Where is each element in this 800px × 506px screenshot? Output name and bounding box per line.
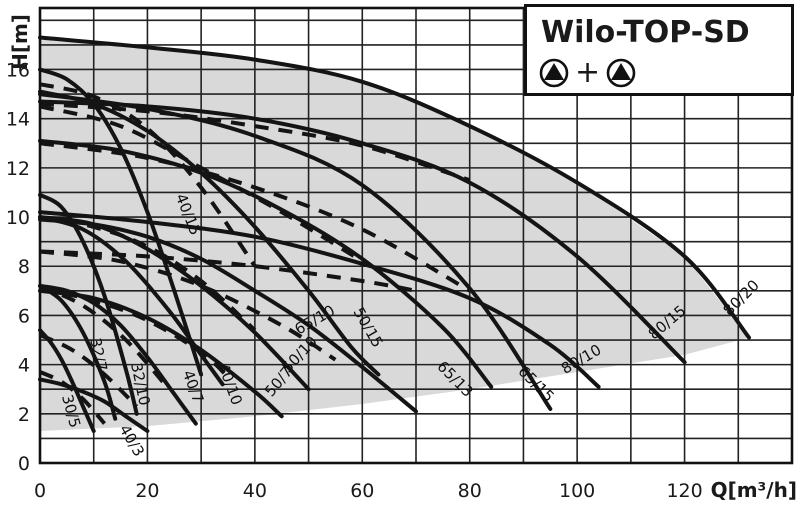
curve-40-3-solid xyxy=(38,377,150,433)
y-tick-label: 16 xyxy=(6,59,30,81)
chart-title: Wilo-TOP-SD xyxy=(541,15,750,50)
pump-icon xyxy=(606,58,636,88)
y-tick-label: 12 xyxy=(6,158,30,180)
x-tick-label: 40 xyxy=(243,480,267,502)
y-tick-label: 0 xyxy=(18,453,30,475)
axes xyxy=(38,6,794,465)
operating-envelope xyxy=(40,37,750,432)
curve-32-7-solid xyxy=(38,283,118,421)
curve-40-10-dashed xyxy=(39,215,257,332)
curve-65-13-dashed xyxy=(39,141,471,293)
y-tick-label: 8 xyxy=(18,256,30,278)
pump-icon xyxy=(539,58,569,88)
y-tick-label: 6 xyxy=(18,305,30,327)
curve-65-10-solid xyxy=(38,217,418,414)
y-tick-label: 2 xyxy=(18,404,30,426)
x-tick-label: 0 xyxy=(34,480,46,502)
curve-40-10-solid xyxy=(38,215,225,387)
y-tick-label: 10 xyxy=(6,207,30,229)
curve-32-7-dashed xyxy=(39,333,139,408)
legend: Wilo-TOP-SD + xyxy=(524,4,794,96)
x-axis-title: Q[m³/h] xyxy=(711,478,797,502)
legend-symbols: + xyxy=(539,57,636,89)
plot-frame xyxy=(38,6,794,465)
x-tick-label: 20 xyxy=(135,480,159,502)
y-tick-label: 4 xyxy=(18,355,30,377)
curve-32-10-dashed xyxy=(39,284,171,391)
x-tick-label: 80 xyxy=(458,480,482,502)
plus-sign: + xyxy=(575,55,601,90)
y-tick-label: 14 xyxy=(6,109,30,131)
curve-50-10-dashed xyxy=(39,249,337,362)
x-tick-label: 120 xyxy=(666,480,702,502)
x-tick-label: 100 xyxy=(559,480,595,502)
curve-80-15-solid xyxy=(38,99,687,365)
curve-50-7-solid xyxy=(38,288,284,419)
x-tick-label: 60 xyxy=(350,480,374,502)
curve-32-10-solid xyxy=(38,192,139,416)
curve-80-20-solid xyxy=(38,35,751,340)
y-axis-title: H[m] xyxy=(8,14,32,70)
tick-labels: 0 20 40 60 80 100 120 0 2 4 6 8 10 12 14 16 xyxy=(6,59,703,502)
envelope-area xyxy=(40,37,750,432)
curve-80-10-solid xyxy=(38,210,601,389)
curve-65-13-solid xyxy=(38,138,494,389)
curve-50-15-dashed xyxy=(39,104,364,264)
curve-40-15-solid xyxy=(38,67,204,377)
curve-50-15-solid xyxy=(38,89,381,377)
curve-label: 80/20 xyxy=(720,276,763,319)
curve-40-7-solid xyxy=(38,283,198,426)
pump-curves xyxy=(38,35,751,433)
